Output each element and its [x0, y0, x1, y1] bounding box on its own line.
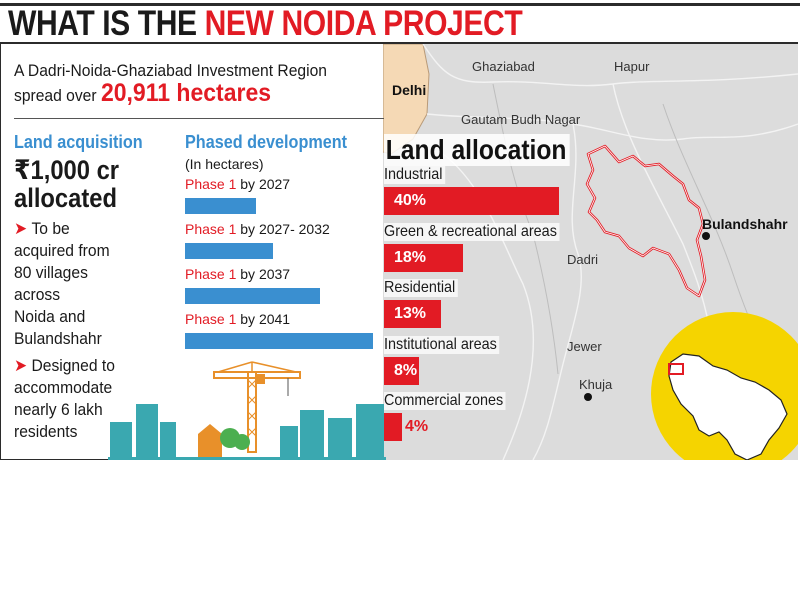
allocation-bar [384, 243, 463, 272]
allocation-bar [384, 300, 441, 328]
phase-bar [185, 198, 256, 214]
allocation-label: Residential [384, 279, 458, 297]
allocation-bar [384, 356, 419, 385]
intro-prefix: spread over [14, 86, 101, 105]
intro-area: 20,911 hectares [100, 79, 272, 107]
phase-label: Phase 1 by 2027 [185, 176, 290, 192]
place-jewer: Jewer [567, 339, 602, 354]
phase-period: by 2027 [236, 176, 291, 192]
place-gautam-budh-nagar: Gautam Budh Nagar [461, 112, 581, 127]
title-rule [0, 3, 800, 6]
allocation-value-label: 13% [394, 305, 427, 322]
allocation-value-label: 18% [394, 248, 427, 266]
allocation-bar [384, 413, 402, 441]
place-bulandshahr: Bulandshahr [702, 216, 788, 232]
phase-label: Phase 1 by 2027- 2032 [185, 221, 330, 237]
crane-icon [213, 361, 301, 453]
phase-name: Phase 1 [185, 221, 237, 237]
intro-text: A Dadri-Noida-Ghaziabad Investment Regio… [14, 60, 327, 107]
place-delhi: Delhi [392, 82, 427, 98]
up-state-outline [668, 353, 788, 460]
intro-divider [14, 118, 384, 119]
title-part-2: NEW NOIDA PROJECT [204, 4, 523, 43]
acquisition-amount-line-2: allocated [14, 183, 118, 213]
intro-line-1: A Dadri-Noida-Ghaziabad Investment Regio… [14, 61, 327, 80]
phase-bar [185, 243, 273, 259]
intro-line-2: spread over 20,911 hectares [14, 79, 327, 107]
allocation-label: Green & recreational areas [384, 222, 560, 241]
place-hapur: Hapur [614, 59, 650, 74]
place-dadri: Dadri [567, 252, 599, 267]
acquisition-amount: ₹1,000 cr allocated [14, 156, 119, 212]
phase-label: Phase 1 by 2037 [185, 266, 290, 282]
bullet-residents-line: ➤ Designed to [14, 356, 115, 375]
bulandshahr-dot [702, 232, 710, 240]
acquisition-amount-line-1: ₹1,000 cr [14, 155, 120, 185]
phase-period: by 2027- 2032 [236, 221, 330, 237]
allocation-value-label: 8% [394, 361, 418, 379]
bullet-residents: ➤ Designed to accommodate nearly 6 lakh … [14, 355, 115, 443]
allocation-value-label: 4% [405, 418, 429, 435]
bullet-villages-line: Noida and [14, 307, 86, 326]
phase-name: Phase 1 [185, 176, 237, 192]
bullet-villages-line: acquired from [14, 241, 110, 260]
place-khuja: Khuja [579, 377, 613, 392]
allocation-value-label: 40% [394, 192, 427, 209]
land-acquisition-heading: Land acquisition [14, 132, 143, 152]
place-ghaziabad: Ghaziabad [472, 59, 535, 74]
infographic: WHAT IS THE NEW NOIDA PROJECT Delhi [0, 0, 800, 460]
arrow-icon: ➤ [14, 219, 32, 238]
city-skyline-illustration [108, 361, 386, 460]
title-bar: WHAT IS THE NEW NOIDA PROJECT [0, 0, 800, 44]
phased-development-heading: Phased development [185, 132, 348, 152]
phase-bar [185, 288, 320, 304]
phase-name: Phase 1 [185, 311, 237, 327]
bullet-residents-line: accommodate [14, 378, 113, 397]
phase-name: Phase 1 [185, 266, 237, 282]
phase-period: by 2041 [236, 311, 291, 327]
phase-bar [185, 333, 373, 349]
allocation-label: Institutional areas [384, 335, 500, 354]
bullet-villages-line: across [14, 285, 61, 304]
phase-label: Phase 1 by 2041 [185, 311, 290, 327]
phase-period: by 2037 [236, 266, 291, 282]
bullet-residents-line: residents [14, 422, 78, 441]
bullet-villages-line: 80 villages [14, 263, 88, 282]
title-part-1: WHAT IS THE [8, 4, 205, 43]
arrow-icon: ➤ [14, 356, 32, 375]
allocation-bar [384, 187, 559, 215]
bullet-villages-line: Bulandshahr [14, 329, 102, 348]
allocation-label: Industrial [384, 166, 446, 184]
allocation-label: Commercial zones [384, 392, 506, 410]
page-title: WHAT IS THE NEW NOIDA PROJECT [8, 4, 523, 44]
bullet-villages: ➤ To be acquired from 80 villages across… [14, 218, 110, 350]
bullet-residents-line: nearly 6 lakh [14, 400, 103, 419]
land-allocation-title: Land allocation [384, 134, 570, 166]
bullet-villages-line: ➤ To be [14, 219, 70, 238]
phased-development-subtitle: (In hectares) [185, 156, 264, 172]
khuja-dot [584, 393, 592, 401]
